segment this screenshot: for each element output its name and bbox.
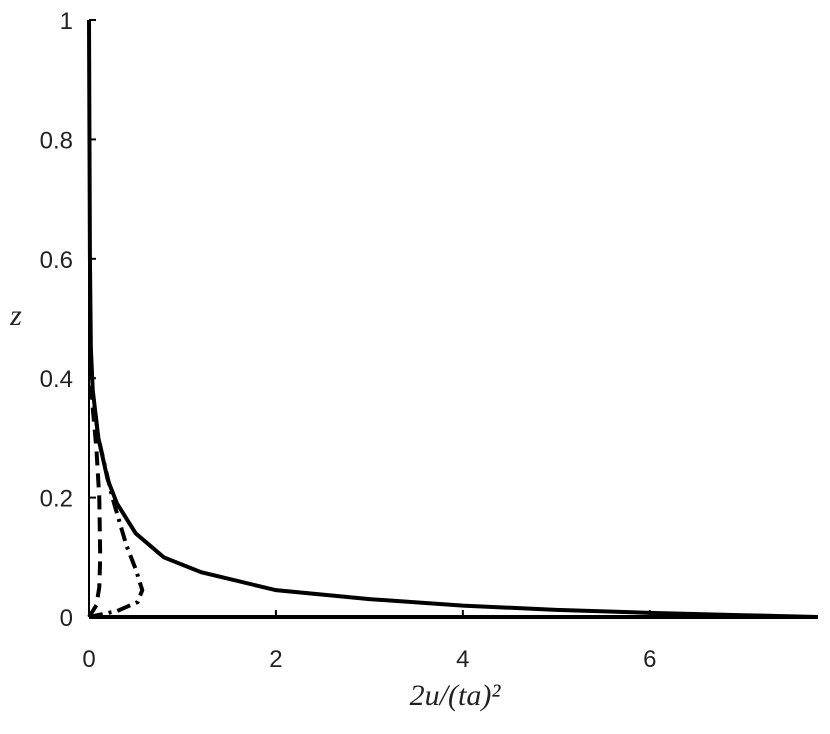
y-tick-label: 0: [60, 605, 73, 632]
x-tick-label: 6: [643, 646, 656, 673]
y-tick-label: 0.4: [40, 366, 73, 393]
y-tick-label: 1: [60, 8, 73, 35]
x-axis-label: 2u/(ta)²: [410, 679, 502, 712]
line-series: [87, 19, 819, 619]
y-tick-label: 0.6: [40, 247, 73, 274]
x-tick-label: 2: [269, 646, 282, 673]
y-tick-label: 0.2: [40, 486, 73, 513]
y-axis-label: z: [9, 299, 22, 332]
x-tick-label: 0: [82, 646, 95, 673]
y-tick-label: 0.8: [40, 127, 73, 154]
line-series: [87, 366, 103, 619]
line-series: [88, 377, 145, 619]
x-tick-label: 4: [456, 646, 469, 673]
